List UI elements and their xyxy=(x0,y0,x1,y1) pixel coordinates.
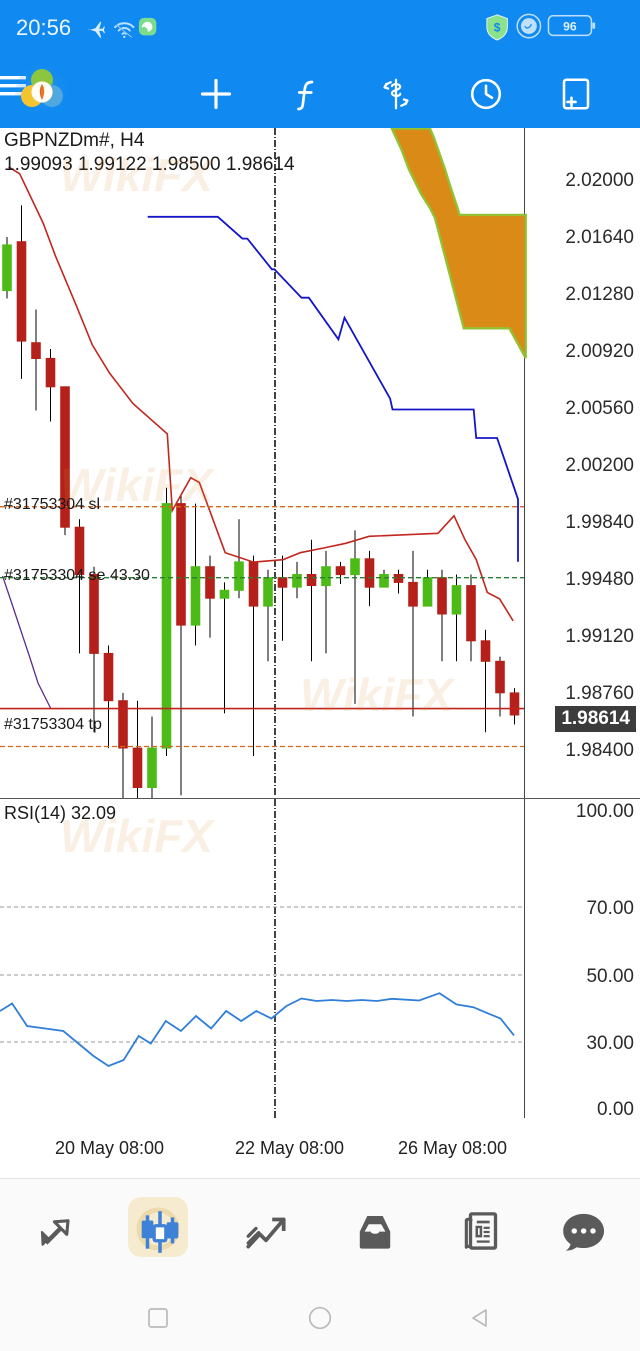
svg-text:96: 96 xyxy=(563,19,577,33)
svg-text:$: $ xyxy=(494,21,501,35)
